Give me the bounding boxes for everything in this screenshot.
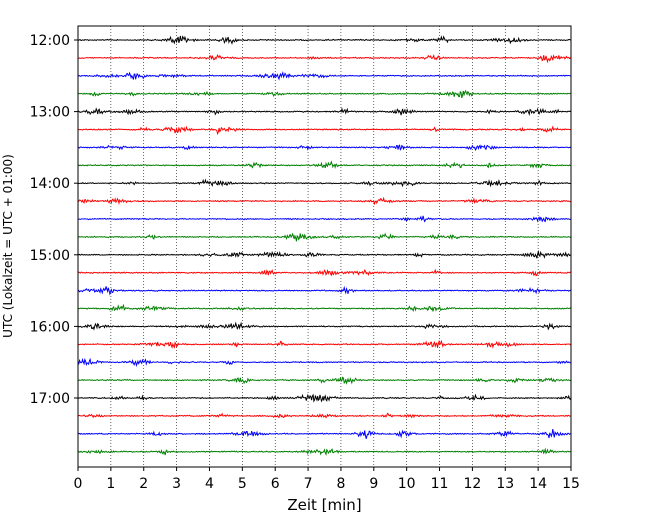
- y-tick-label: 17:00: [30, 391, 70, 407]
- x-tick-label: 4: [205, 476, 214, 492]
- trace-line: [77, 89, 572, 99]
- trace-line: [77, 428, 572, 439]
- x-tick-label: 10: [398, 476, 416, 492]
- x-tick-label: 5: [238, 476, 247, 492]
- x-tick-label: 1: [106, 476, 115, 492]
- x-tick-label: 15: [562, 476, 580, 492]
- trace-line: [77, 53, 572, 64]
- trace-line: [77, 393, 572, 403]
- x-tick-label: 9: [369, 476, 378, 492]
- x-tick-label: 11: [431, 476, 449, 492]
- seismogram-traces: [77, 35, 572, 456]
- trace-line: [77, 160, 572, 169]
- y-tick-label: 13:00: [30, 105, 70, 121]
- trace-line: [77, 107, 572, 117]
- x-tick-label: 14: [529, 476, 547, 492]
- y-axis: 12:00 13:00 14:00 15:00 16:00 17:00: [30, 33, 78, 407]
- trace-line: [77, 339, 572, 349]
- trace-line: [77, 232, 572, 242]
- x-tick-label: 0: [74, 476, 83, 492]
- y-tick-label: 15:00: [30, 248, 70, 264]
- trace-line: [77, 412, 572, 419]
- x-tick-label: 6: [271, 476, 280, 492]
- y-tick-label: 14:00: [30, 176, 70, 192]
- trace-line: [77, 70, 572, 81]
- trace-line: [77, 285, 572, 296]
- x-axis-label: Zeit [min]: [287, 496, 361, 514]
- trace-line: [77, 144, 572, 151]
- trace-line: [77, 178, 572, 188]
- trace-line: [77, 249, 572, 259]
- x-tick-label: 3: [172, 476, 181, 492]
- trace-line: [77, 376, 572, 385]
- trace-line: [77, 125, 572, 136]
- trace-line: [77, 321, 572, 331]
- trace-line: [77, 447, 572, 456]
- x-tick-label: 7: [304, 476, 313, 492]
- x-tick-label: 12: [463, 476, 481, 492]
- y-tick-label: 12:00: [30, 33, 70, 49]
- trace-line: [77, 215, 572, 223]
- trace-line: [77, 303, 572, 312]
- x-tick-label: 13: [496, 476, 514, 492]
- x-tick-label: 8: [336, 476, 345, 492]
- x-tick-label: 2: [139, 476, 148, 492]
- plot-frame: [77, 25, 572, 468]
- x-axis: 0 1 2 3 4 5 6 7 8 9 10 11 12 13 14 15: [74, 467, 580, 492]
- trace-line: [77, 357, 572, 368]
- y-axis-label: UTC (Lokalzeit = UTC + 01:00): [1, 154, 15, 338]
- trace-line: [77, 196, 572, 206]
- trace-line: [77, 35, 572, 45]
- y-tick-label: 16:00: [30, 319, 70, 335]
- trace-line: [77, 268, 572, 277]
